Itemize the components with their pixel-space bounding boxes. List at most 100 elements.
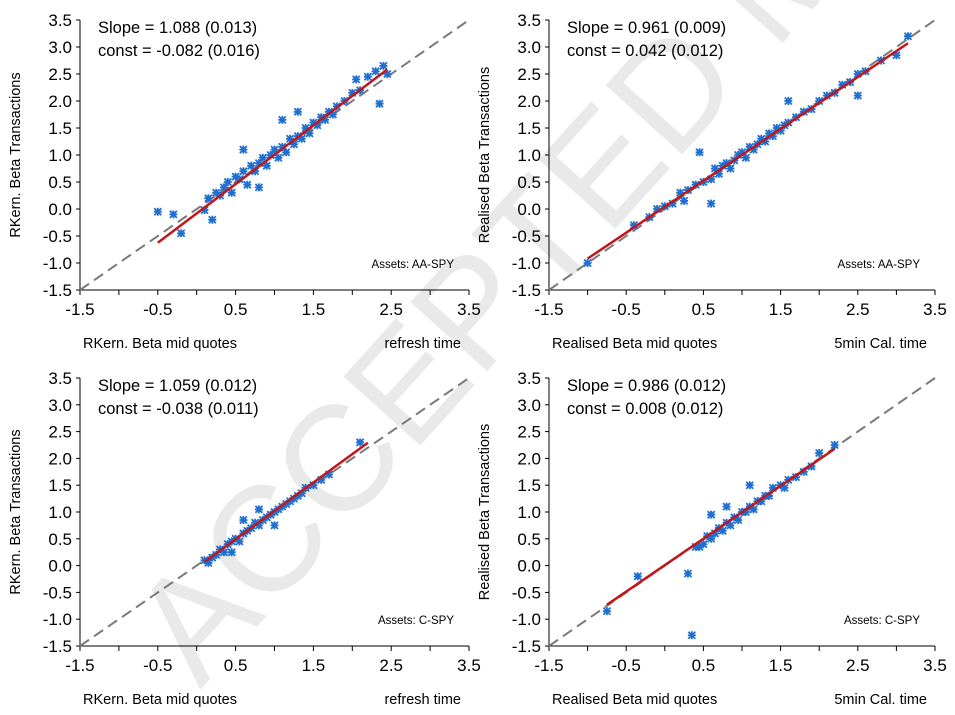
- data-point: [239, 515, 248, 525]
- data-point: [266, 150, 275, 160]
- data-point: [853, 91, 862, 100]
- data-point-marker: [379, 61, 388, 71]
- data-point: [768, 483, 778, 493]
- y-tick-label: 1.0: [517, 503, 541, 522]
- y-tick-label: 1.0: [517, 146, 541, 165]
- data-point: [153, 207, 162, 216]
- data-point: [177, 229, 186, 238]
- data-point: [815, 96, 824, 106]
- data-point: [602, 607, 612, 616]
- assets-annotation: Assets: AA-SPY: [838, 259, 921, 271]
- data-point-marker: [602, 607, 612, 616]
- data-point: [235, 175, 244, 184]
- x-tick-label: -0.5: [612, 300, 641, 319]
- data-point-marker: [153, 207, 162, 216]
- data-point-marker: [706, 534, 716, 543]
- y-tick-label: -0.5: [512, 227, 541, 246]
- const-annotation: const = -0.082 (0.016): [98, 42, 260, 60]
- data-point: [278, 115, 287, 125]
- data-point-marker: [320, 115, 330, 125]
- data-point-marker: [266, 150, 275, 160]
- y-tick-label: -1.0: [512, 610, 541, 629]
- data-point-marker: [706, 510, 716, 519]
- data-point: [629, 221, 639, 230]
- data-point: [317, 475, 326, 484]
- data-point-marker: [629, 221, 639, 230]
- data-point: [676, 188, 685, 197]
- data-point: [791, 473, 801, 482]
- x-tick-label: 1.5: [769, 300, 793, 319]
- y-tick-label: 0.0: [48, 200, 72, 219]
- data-point-marker: [652, 204, 662, 214]
- data-point: [722, 158, 731, 168]
- x-axis-label-right: 5min Cal. time: [834, 692, 927, 708]
- data-point-marker: [301, 123, 310, 133]
- data-point: [807, 462, 816, 471]
- x-tick-label: 1.5: [769, 656, 793, 675]
- y-tick-label: 1.0: [48, 503, 72, 522]
- data-point-marker: [297, 134, 306, 143]
- y-tick-label: 3.5: [48, 11, 72, 30]
- data-point: [352, 75, 361, 84]
- x-tick-label: 2.5: [379, 300, 403, 319]
- data-point-marker: [348, 88, 357, 98]
- data-point-marker: [328, 110, 337, 119]
- data-point-marker: [749, 145, 758, 154]
- data-point-marker: [722, 502, 731, 511]
- data-point-marker: [714, 169, 723, 179]
- y-tick-label: 0.0: [517, 200, 541, 219]
- slope-annotation: Slope = 1.059 (0.012): [98, 377, 257, 395]
- x-tick-label: 0.5: [692, 656, 716, 675]
- data-point-marker: [726, 521, 735, 530]
- diagonal-reference-line: [79, 19, 470, 291]
- data-point-marker: [285, 134, 295, 143]
- data-point: [726, 164, 735, 173]
- data-point: [745, 481, 754, 490]
- data-point: [780, 483, 789, 493]
- data-point-marker: [227, 548, 236, 557]
- data-point-marker: [780, 483, 789, 493]
- x-tick-label: 2.5: [846, 300, 870, 319]
- data-point-marker: [706, 175, 716, 184]
- data-point: [853, 69, 862, 79]
- data-point-marker: [734, 515, 743, 525]
- data-point-marker: [799, 467, 808, 476]
- data-point: [278, 142, 287, 152]
- data-point: [282, 148, 291, 157]
- y-tick-label: -1.0: [512, 254, 541, 273]
- y-tick-label: -0.5: [43, 583, 72, 602]
- data-point: [200, 205, 209, 215]
- fit-line: [203, 441, 369, 563]
- y-tick-label: -0.5: [43, 227, 72, 246]
- data-point-marker: [355, 438, 365, 447]
- data-point-marker: [227, 188, 236, 197]
- y-tick-label: 3.5: [517, 11, 541, 30]
- data-point: [301, 123, 310, 133]
- data-point: [830, 440, 839, 450]
- data-point: [776, 126, 785, 135]
- chart-panel-3: -1.5 -1.0 -0.5 0.0 0.5 1.0 1.5 2.0 2.5 3.0 3.5 -1.5…: [8, 369, 481, 708]
- assets-annotation: Assets: AA-SPY: [372, 259, 455, 271]
- y-tick-label: 3.0: [48, 38, 72, 57]
- data-point: [247, 161, 256, 170]
- data-point: [254, 505, 264, 514]
- data-point-marker: [892, 50, 901, 60]
- data-point: [227, 548, 236, 557]
- data-point: [799, 467, 808, 476]
- x-tick-label: -1.5: [65, 300, 94, 319]
- y-tick-label: 3.0: [517, 396, 541, 415]
- y-tick-label: 2.0: [517, 92, 541, 111]
- data-point-marker: [687, 631, 696, 640]
- x-tick-label: 3.5: [457, 300, 481, 319]
- data-point: [761, 137, 770, 146]
- data-point: [274, 153, 283, 162]
- y-tick-label: 2.0: [48, 92, 72, 111]
- data-point: [749, 505, 758, 514]
- data-point-marker: [710, 164, 720, 173]
- data-point: [254, 183, 264, 192]
- data-point-marker: [776, 126, 785, 135]
- data-point: [706, 199, 716, 208]
- x-axis-label-right: refresh time: [384, 336, 461, 352]
- data-point-marker: [815, 96, 824, 106]
